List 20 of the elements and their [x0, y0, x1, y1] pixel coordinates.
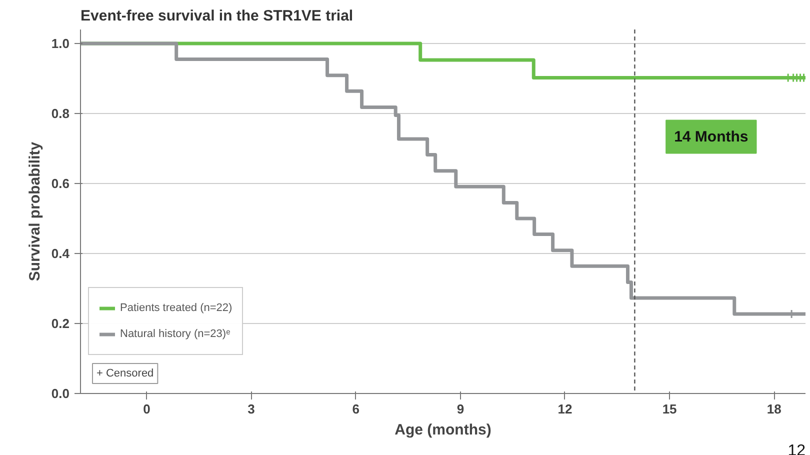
x-tick-label: 9: [456, 402, 464, 416]
y-tick-label: 0.4: [51, 246, 70, 261]
x-tick-label: 15: [662, 402, 677, 416]
legend-label: Patients treated (n=22): [120, 302, 232, 314]
chart-title: Event-free survival in the STR1VE trial: [80, 8, 354, 24]
ref-line-label: 14 Months: [674, 128, 748, 146]
y-tick-label: 0.2: [51, 316, 70, 331]
annotation: + Censored: [96, 368, 154, 380]
y-tick-label: 0.0: [51, 386, 70, 401]
y-tick-label: 0.6: [51, 176, 70, 191]
y-tick-label: 0.8: [51, 106, 70, 121]
x-tick-label: 12: [558, 402, 572, 416]
x-tick-label: 18: [766, 402, 782, 416]
x-axis-title: Age (months): [394, 422, 492, 438]
x-tick-label: 3: [248, 402, 255, 416]
x-tick-label: 0: [143, 402, 150, 416]
x-tick-label: 6: [352, 402, 360, 416]
y-tick-label: 1.0: [51, 36, 70, 51]
legend-label: Natural history (n=23)ᵉ: [120, 328, 230, 340]
y-axis-title: Survival probability: [26, 141, 44, 282]
